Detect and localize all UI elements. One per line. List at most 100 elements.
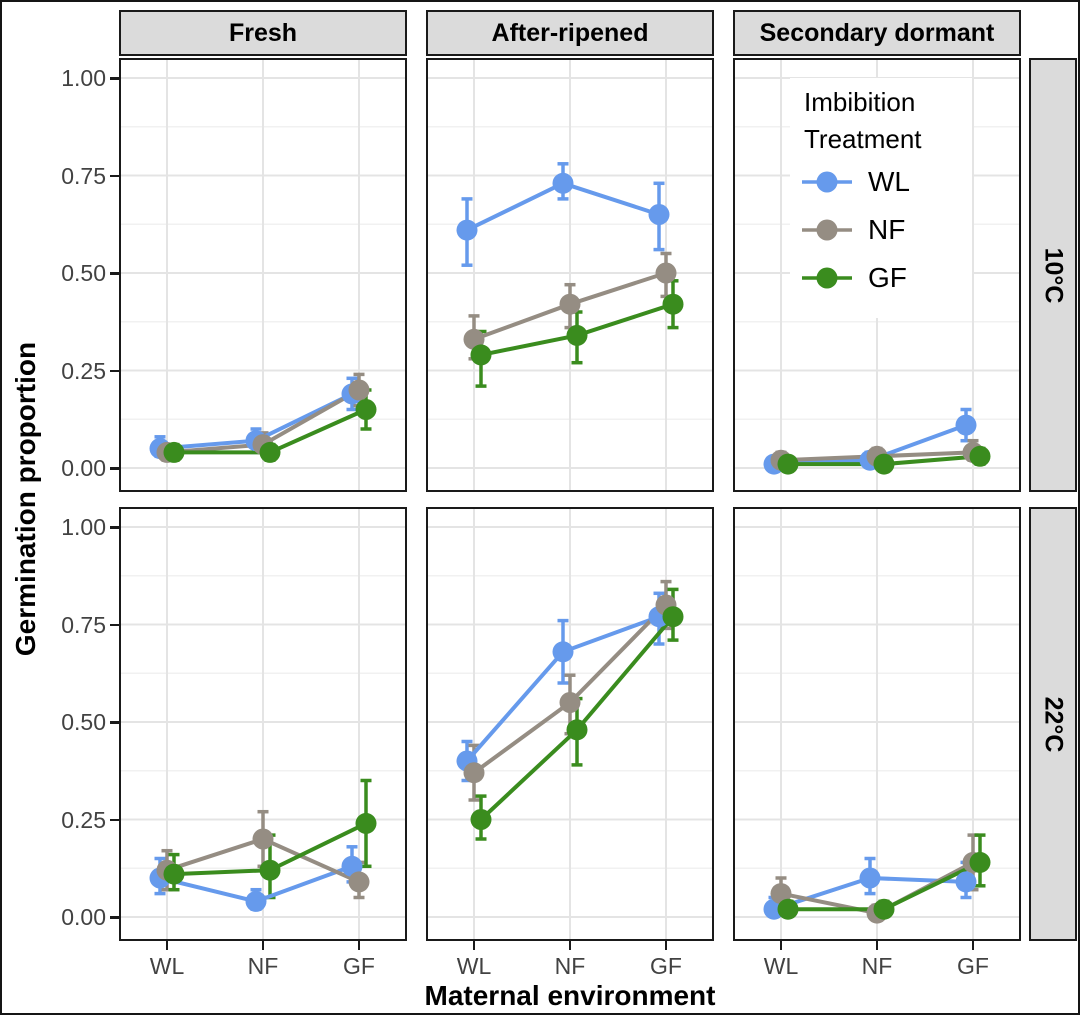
x-tick-label: NF [554,953,586,979]
x-tick-label: NF [861,953,893,979]
data-point-GF-GF [969,445,991,467]
data-point-GF-NF [259,859,281,881]
x-axis-tick [357,941,361,950]
panel-border [119,58,407,492]
y-axis-tick [110,721,119,724]
data-point-GF-WL [163,863,185,885]
data-point-GF-NF [873,453,895,475]
x-axis-title: Maternal environment [424,980,716,1011]
data-point-GF-WL [777,898,799,920]
data-point-NF-NF [559,692,581,713]
x-axis-tick [875,941,879,950]
legend-entry-nf-label: NF [868,214,906,245]
facet-strip-fresh: Fresh [119,10,407,56]
data-point-GF-GF [969,851,991,873]
legend-title-line2: Treatment [804,124,922,154]
data-point-WL-GF [955,414,977,436]
data-point-GF-NF [566,719,588,741]
data-point-GF-NF [873,898,895,920]
panel-border [733,58,1021,492]
x-tick-label: GF [650,953,682,979]
x-tick-label: WL [763,953,799,979]
panel-fresh-10c [119,58,407,492]
y-tick-label: 0.75 [61,611,106,638]
legend-title: Imbibition Treatment [804,84,972,158]
panel-after-ripened-22c [426,507,714,941]
legend-entry-wl: WL [798,158,972,206]
data-point-WL-WL [456,219,478,241]
panel-secondary-dormant-22c [733,507,1021,941]
legend-key-point [816,219,838,241]
y-axis-tick [110,369,119,372]
x-axis-tick [472,941,476,950]
y-axis-tick [110,526,119,529]
legend-key-nf-icon [802,219,852,241]
data-point-GF-GF [662,293,684,315]
data-point-WL-NF [859,867,881,889]
x-tick-label: NF [247,953,279,979]
data-point-NF-GF [348,379,370,401]
data-point-GF-GF [355,812,377,834]
data-point-GF-WL [470,344,492,366]
y-tick-label: 0.25 [61,357,106,384]
x-axis-tick [165,941,169,950]
data-point-NF-GF [655,262,677,284]
facet-strip-22c-label: 22°C [1039,696,1068,752]
legend-key-wl-icon [802,171,852,193]
y-tick-label: 1.00 [61,514,106,540]
x-axis-tick [664,941,668,950]
x-tick-label: GF [343,953,375,979]
panel-border [426,58,714,492]
legend-key-point [816,171,838,193]
data-point-GF-WL [163,441,185,463]
x-axis-tick [779,941,783,950]
legend-key-gf-icon [802,267,852,289]
data-point-WL-NF [552,641,574,663]
data-point-GF-WL [470,809,492,830]
y-tick-label: 0.75 [61,162,106,189]
data-point-GF-GF [355,399,377,420]
data-point-WL-GF [955,871,977,893]
x-axis-tick [261,941,265,950]
panel-fresh-22c [119,507,407,941]
data-point-GF-WL [777,453,799,475]
x-axis-tick [568,941,572,950]
data-point-WL-NF [245,890,267,912]
y-tick-label: 1.00 [61,65,106,91]
facet-strip-22c: 22°C [1029,507,1077,941]
data-point-GF-GF [662,606,684,628]
data-point-WL-NF [552,172,574,194]
y-axis-tick [110,623,119,626]
data-point-NF-NF [252,828,274,850]
panel-border [119,507,407,941]
panel-after-ripened-10c [426,58,714,492]
y-axis-tick [110,77,119,80]
x-tick-label: WL [149,953,185,979]
y-tick-label: 0.00 [61,455,106,481]
x-tick-label: WL [456,953,492,979]
panel-border [733,507,1021,941]
legend-entry-gf-label: GF [868,262,907,293]
x-axis-tick [971,941,975,950]
x-tick-label: GF [957,953,989,979]
data-point-GF-NF [566,324,588,346]
data-point-WL-GF [648,204,670,225]
legend: Imbibition Treatment WL NF GF [790,78,972,318]
y-axis-tick [110,467,119,470]
y-axis-title: Germination proportion [10,341,41,657]
y-axis-tick [110,818,119,821]
facet-strip-10c: 10°C [1029,58,1077,492]
facet-strip-secondary-dormant: Secondary dormant [733,10,1021,56]
y-tick-label: 0.50 [61,260,106,286]
legend-entry-gf: GF [798,254,972,302]
facet-strip-fresh-label: Fresh [228,18,298,47]
data-point-NF-NF [559,293,581,315]
data-point-GF-NF [259,441,281,463]
y-tick-label: 0.25 [61,806,106,833]
data-point-NF-GF [348,871,370,893]
legend-key-point [816,267,838,289]
legend-entry-wl-label: WL [868,166,910,197]
panel-border [426,507,714,941]
legend-entry-nf: NF [798,206,972,254]
